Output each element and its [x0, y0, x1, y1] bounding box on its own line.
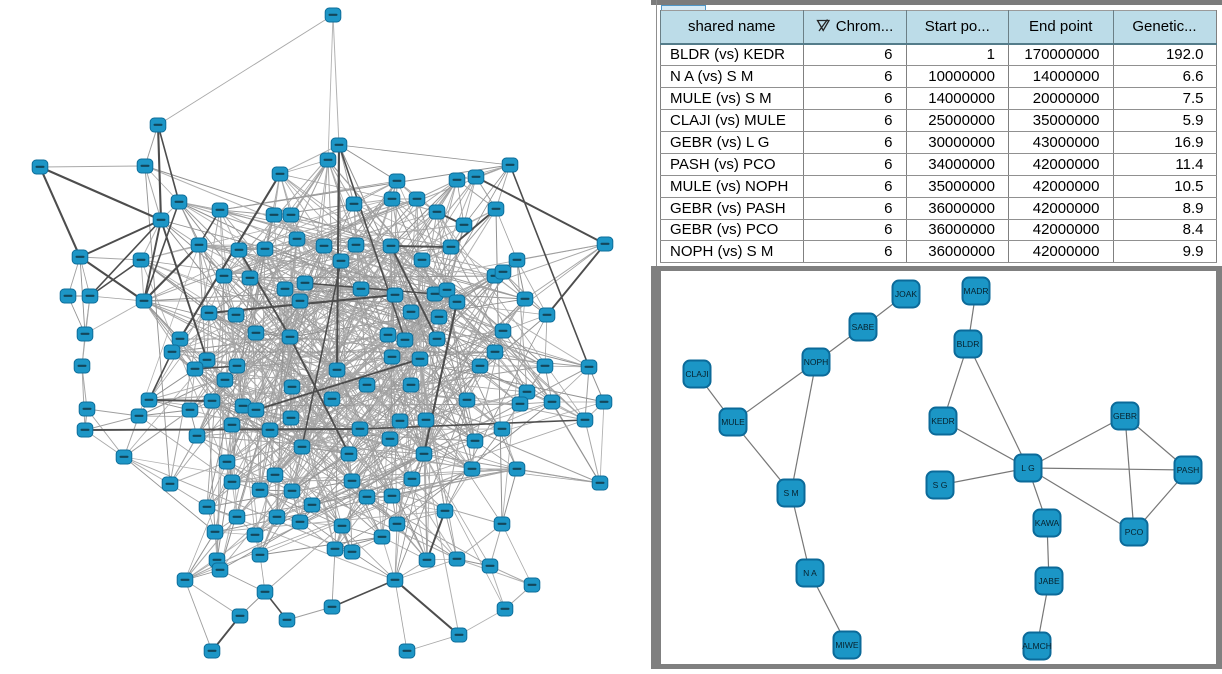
svg-text:KAWA: KAWA: [1035, 518, 1060, 528]
svg-text:NOPH: NOPH: [804, 357, 829, 367]
svg-text:JOAK: JOAK: [895, 289, 918, 299]
svg-text:JABE: JABE: [1038, 576, 1060, 586]
svg-text:PCO: PCO: [1125, 527, 1144, 537]
svg-text:MIWE: MIWE: [835, 640, 858, 650]
svg-text:S M: S M: [783, 488, 798, 498]
svg-text:MADR: MADR: [963, 286, 988, 296]
svg-text:BLDR: BLDR: [957, 339, 980, 349]
svg-text:GEBR: GEBR: [1113, 411, 1137, 421]
svg-text:N A: N A: [803, 568, 817, 578]
svg-text:ALMCH: ALMCH: [1022, 641, 1052, 651]
svg-text:L G: L G: [1021, 463, 1034, 473]
svg-text:PASH: PASH: [1177, 465, 1200, 475]
svg-text:S G: S G: [933, 480, 948, 490]
svg-text:SABE: SABE: [852, 322, 875, 332]
svg-text:CLAJI: CLAJI: [685, 369, 708, 379]
svg-text:MULE: MULE: [721, 417, 745, 427]
svg-text:KEDR: KEDR: [931, 416, 955, 426]
